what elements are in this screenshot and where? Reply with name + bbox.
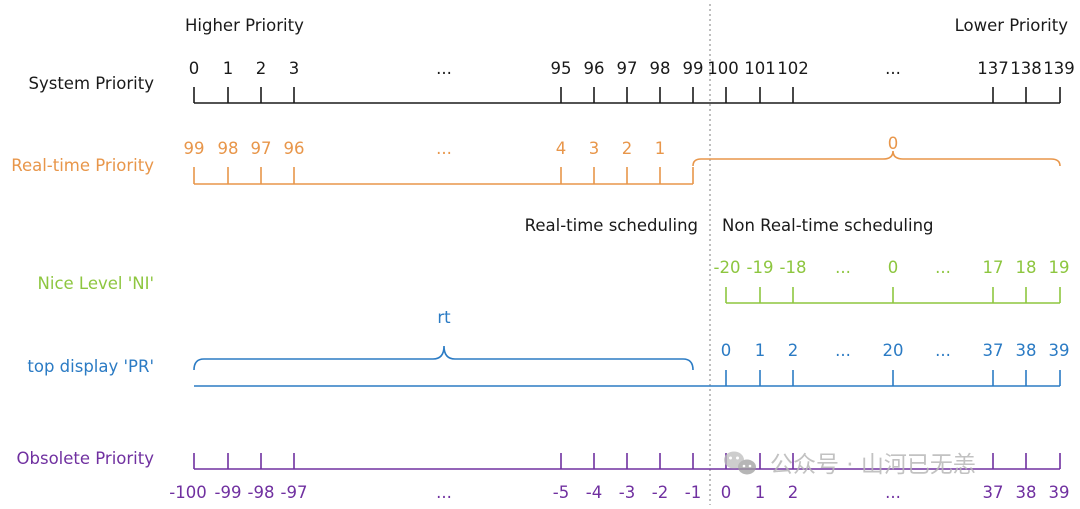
tick-label: 2 bbox=[788, 341, 799, 360]
tick-label: -100 bbox=[169, 483, 206, 502]
tick-label: 18 bbox=[1016, 258, 1037, 277]
lower-priority-label: Lower Priority bbox=[955, 16, 1069, 35]
pr-tick-labels: 0 1 2 ... 20 ... 37 38 39 bbox=[721, 341, 1070, 360]
pr-rt-label: rt bbox=[437, 308, 451, 327]
tick-label: 139 bbox=[1043, 59, 1075, 78]
realtime-zero-brace bbox=[692, 150, 1061, 167]
realtime-tick-labels: 99 98 97 96 ... 4 3 2 1 bbox=[184, 139, 666, 158]
tick-label: -97 bbox=[281, 483, 308, 502]
tick-label: 102 bbox=[777, 59, 809, 78]
tick-label: -20 bbox=[714, 258, 741, 277]
tick-label: -2 bbox=[652, 483, 668, 502]
tick-label: 2 bbox=[622, 139, 633, 158]
pr-rt-brace bbox=[193, 345, 694, 371]
tick-label: 97 bbox=[251, 139, 272, 158]
nice-ticks bbox=[725, 287, 1061, 303]
tick-label: 20 bbox=[883, 341, 904, 360]
tick-label: 38 bbox=[1016, 483, 1037, 502]
tick-label: 0 bbox=[721, 341, 732, 360]
tick-label: 0 bbox=[888, 258, 899, 277]
watermark-text: 公众号 · 山河已无恙 bbox=[770, 452, 976, 478]
tick-label: 0 bbox=[721, 483, 732, 502]
tick-label: 98 bbox=[650, 59, 671, 78]
tick-label: 4 bbox=[556, 139, 567, 158]
nice-tick-labels: -20 -19 -18 ... 0 ... 17 18 19 bbox=[714, 258, 1070, 277]
tick-label: ... bbox=[835, 341, 851, 360]
tick-label: ... bbox=[935, 341, 951, 360]
tick-label: 137 bbox=[977, 59, 1009, 78]
tick-label: 1 bbox=[223, 59, 234, 78]
tick-label: 95 bbox=[551, 59, 572, 78]
pr-ticks bbox=[725, 370, 1061, 386]
obsolete-ticks bbox=[193, 453, 1061, 469]
top-display-pr-label: top display 'PR' bbox=[27, 357, 154, 376]
tick-label: 138 bbox=[1010, 59, 1042, 78]
tick-label: -5 bbox=[553, 483, 569, 502]
tick-label: 0 bbox=[189, 59, 200, 78]
realtime-ticks bbox=[193, 167, 694, 184]
tick-label: 96 bbox=[584, 59, 605, 78]
tick-label: 39 bbox=[1049, 341, 1070, 360]
tick-label: 2 bbox=[788, 483, 799, 502]
tick-label: 99 bbox=[683, 59, 704, 78]
non-realtime-scheduling-label: Non Real-time scheduling bbox=[722, 216, 934, 235]
obsolete-tick-labels: -100 -99 -98 -97 ... -5 -4 -3 -2 -1 0 1 … bbox=[169, 483, 1069, 502]
tick-label: 1 bbox=[755, 341, 766, 360]
tick-label: 38 bbox=[1016, 341, 1037, 360]
tick-label: ... bbox=[935, 258, 951, 277]
tick-label: -3 bbox=[619, 483, 635, 502]
tick-label: 99 bbox=[184, 139, 205, 158]
tick-label: 19 bbox=[1049, 258, 1070, 277]
tick-label: -1 bbox=[685, 483, 701, 502]
system-priority-label: System Priority bbox=[29, 74, 155, 93]
system-ticks bbox=[193, 87, 1061, 103]
tick-label: ... bbox=[835, 258, 851, 277]
tick-label: 101 bbox=[744, 59, 776, 78]
wechat-icon bbox=[724, 451, 756, 475]
tick-label: -18 bbox=[780, 258, 807, 277]
tick-label: 37 bbox=[983, 341, 1004, 360]
tick-label: 3 bbox=[589, 139, 600, 158]
tick-label: 1 bbox=[655, 139, 666, 158]
higher-priority-label: Higher Priority bbox=[185, 16, 304, 35]
realtime-scheduling-label: Real-time scheduling bbox=[525, 216, 698, 235]
realtime-zero-label: 0 bbox=[888, 134, 899, 153]
tick-label: 2 bbox=[256, 59, 267, 78]
tick-label: ... bbox=[885, 59, 901, 78]
tick-label: ... bbox=[436, 139, 452, 158]
tick-label: ... bbox=[436, 59, 452, 78]
tick-label: 100 bbox=[707, 59, 739, 78]
tick-label: 97 bbox=[617, 59, 638, 78]
tick-label: ... bbox=[885, 483, 901, 502]
tick-label: 17 bbox=[983, 258, 1004, 277]
tick-label: 39 bbox=[1049, 483, 1070, 502]
realtime-priority-label: Real-time Priority bbox=[11, 156, 154, 175]
tick-label: 96 bbox=[284, 139, 305, 158]
tick-label: 98 bbox=[218, 139, 239, 158]
obsolete-priority-label: Obsolete Priority bbox=[17, 449, 155, 468]
tick-label: -4 bbox=[586, 483, 602, 502]
tick-label: 3 bbox=[289, 59, 300, 78]
tick-label: -19 bbox=[747, 258, 774, 277]
tick-label: 1 bbox=[755, 483, 766, 502]
tick-label: -98 bbox=[248, 483, 275, 502]
tick-label: 37 bbox=[983, 483, 1004, 502]
tick-label: ... bbox=[436, 483, 452, 502]
system-tick-labels: 0 1 2 3 ... 95 96 97 98 99 100 101 102 .… bbox=[189, 59, 1075, 78]
tick-label: -99 bbox=[215, 483, 242, 502]
nice-level-label: Nice Level 'NI' bbox=[38, 274, 154, 293]
